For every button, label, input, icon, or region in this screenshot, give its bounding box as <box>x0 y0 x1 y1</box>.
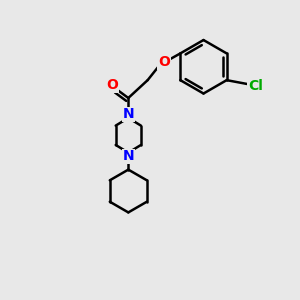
Text: O: O <box>158 55 170 69</box>
Text: O: O <box>106 78 118 92</box>
Text: N: N <box>122 107 134 121</box>
Text: N: N <box>122 149 134 163</box>
Text: Cl: Cl <box>248 79 263 93</box>
